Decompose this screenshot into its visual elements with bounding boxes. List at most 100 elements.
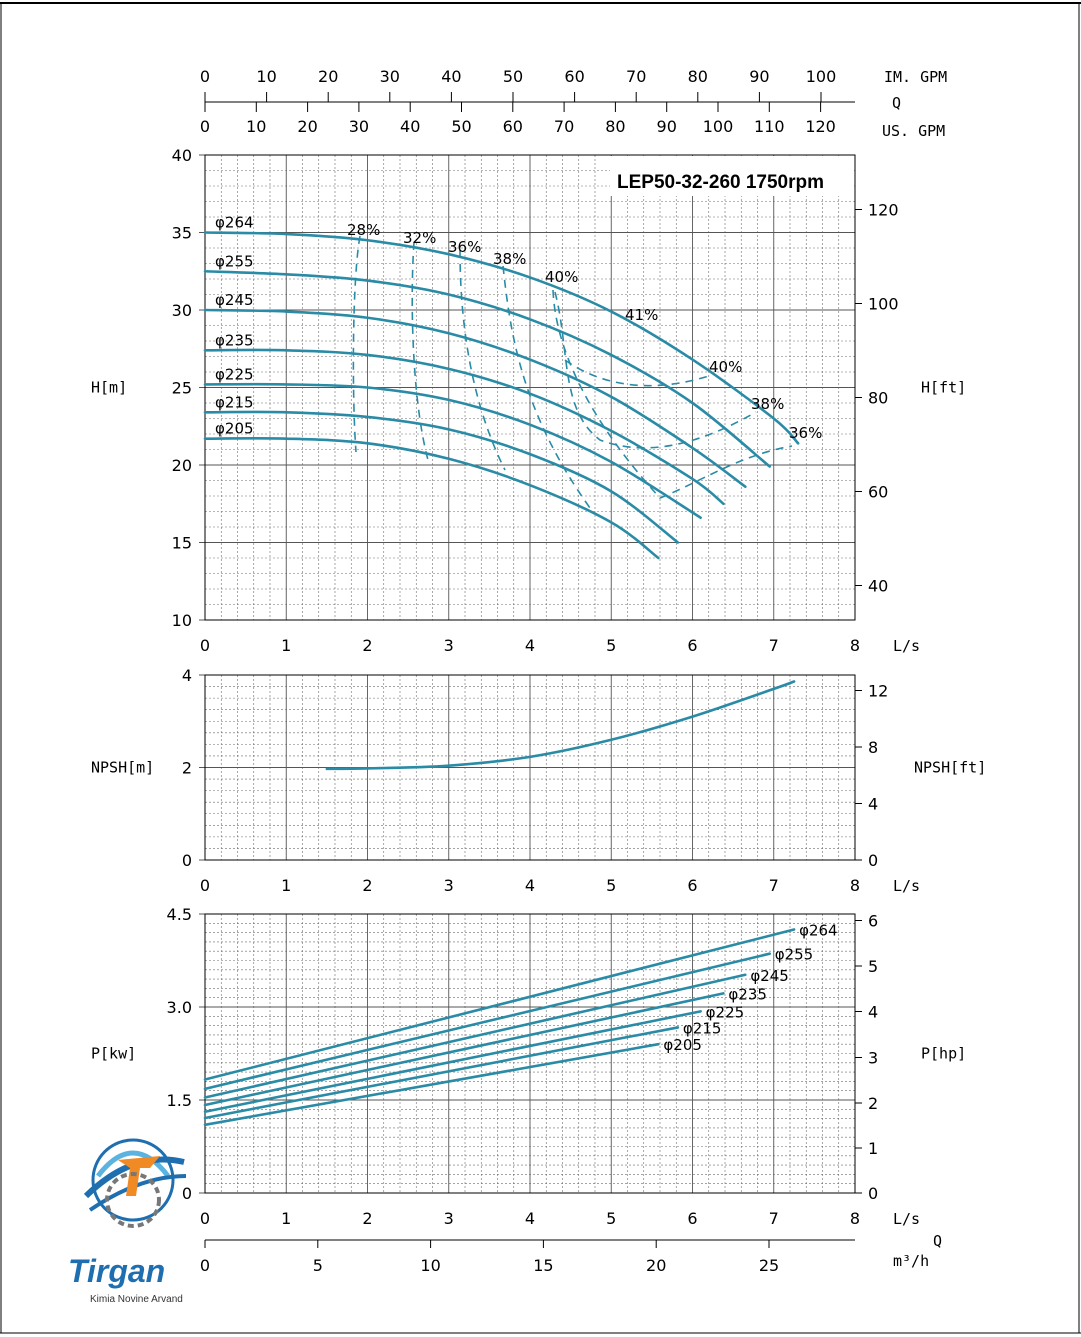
bottom-unit-label: m³/h bbox=[893, 1252, 929, 1270]
efficiency-curve bbox=[352, 235, 361, 453]
series-line bbox=[203, 410, 680, 544]
efficiency-label: 36% bbox=[448, 238, 481, 256]
series-line bbox=[203, 269, 771, 468]
logo-name: Tirgan bbox=[68, 1253, 165, 1289]
x-tick-label: 3 bbox=[444, 1209, 454, 1228]
bottom-q-label: Q bbox=[933, 1232, 942, 1250]
y2-axis-label: P[hp] bbox=[921, 1045, 966, 1063]
y-axis-label: H[m] bbox=[91, 379, 127, 397]
x-tick-label: 7 bbox=[769, 1209, 779, 1228]
x-tick-label: 2 bbox=[362, 876, 372, 895]
series-label: φ255 bbox=[775, 946, 814, 964]
y2-tick-label: 3 bbox=[868, 1049, 878, 1068]
m3h-tick-label: 15 bbox=[533, 1256, 553, 1275]
y-tick-label: 35 bbox=[172, 224, 192, 243]
efficiency-label: 38% bbox=[751, 395, 784, 413]
efficiency-label: 36% bbox=[789, 424, 822, 442]
x-tick-label: 3 bbox=[444, 636, 454, 655]
y2-tick-label: 40 bbox=[868, 577, 888, 596]
series-line bbox=[203, 348, 725, 506]
y2-tick-label: 80 bbox=[868, 389, 888, 408]
y2-tick-label: 120 bbox=[868, 201, 899, 220]
y2-tick-label: 60 bbox=[868, 483, 888, 502]
tirgan-logo: Tirgan Kimia Novine Arvand bbox=[68, 1138, 187, 1305]
us-gpm-tick-label: 120 bbox=[805, 117, 836, 136]
x-axis-label: L/s bbox=[893, 637, 920, 655]
series-label: φ235 bbox=[215, 331, 254, 349]
im-gpm-tick-label: 0 bbox=[200, 67, 210, 86]
us-gpm-tick-label: 40 bbox=[400, 117, 420, 136]
x-tick-label: 6 bbox=[687, 636, 697, 655]
series-label: φ225 bbox=[215, 365, 254, 383]
x-tick-label: 1 bbox=[281, 636, 291, 655]
y2-tick-label: 5 bbox=[868, 957, 878, 976]
series-line bbox=[203, 1026, 680, 1120]
y2-tick-label: 2 bbox=[868, 1094, 878, 1113]
efficiency-curve bbox=[564, 359, 713, 387]
m3h-tick-label: 20 bbox=[646, 1256, 666, 1275]
efficiency-label: 40% bbox=[545, 268, 578, 286]
y-tick-label: 30 bbox=[172, 301, 192, 320]
series-label: φ215 bbox=[215, 393, 254, 411]
title-box bbox=[610, 156, 854, 196]
efficiency-curve bbox=[502, 265, 591, 509]
y-tick-label: 20 bbox=[172, 456, 192, 475]
x-axis-label: L/s bbox=[893, 1210, 920, 1228]
y-tick-label: 40 bbox=[172, 146, 192, 165]
efficiency-label: 38% bbox=[493, 250, 526, 268]
us-gpm-tick-label: 60 bbox=[503, 117, 523, 136]
series-line bbox=[203, 973, 747, 1099]
series-line bbox=[203, 231, 800, 445]
y-tick-label: 2 bbox=[182, 759, 192, 778]
y-tick-label: 4 bbox=[182, 666, 192, 685]
x-tick-label: 4 bbox=[525, 636, 535, 655]
im-gpm-tick-label: 20 bbox=[318, 67, 338, 86]
im-gpm-tick-label: 30 bbox=[380, 67, 400, 86]
x-tick-label: 2 bbox=[362, 1209, 372, 1228]
y2-tick-label: 1 bbox=[868, 1139, 878, 1158]
y-tick-label: 1.5 bbox=[167, 1091, 192, 1110]
efficiency-curve bbox=[554, 291, 757, 449]
x-tick-label: 8 bbox=[850, 636, 860, 655]
series-line bbox=[203, 1042, 660, 1127]
y2-axis-label: H[ft] bbox=[921, 379, 966, 397]
m3h-tick-label: 25 bbox=[759, 1256, 779, 1275]
x-tick-label: 6 bbox=[687, 1209, 697, 1228]
im-gpm-tick-label: 60 bbox=[564, 67, 584, 86]
us-gpm-tick-label: 0 bbox=[200, 117, 210, 136]
series-line bbox=[203, 1010, 702, 1114]
y2-tick-label: 12 bbox=[868, 682, 888, 701]
series-line bbox=[203, 308, 747, 488]
x-tick-label: 7 bbox=[769, 876, 779, 895]
im-gpm-tick-label: 90 bbox=[749, 67, 769, 86]
x-tick-label: 1 bbox=[281, 876, 291, 895]
efficiency-label: 40% bbox=[709, 358, 742, 376]
efficiency-label: 28% bbox=[347, 221, 380, 239]
logo-tagline: Kimia Novine Arvand bbox=[90, 1294, 183, 1305]
series-label: φ205 bbox=[663, 1036, 702, 1054]
x-tick-label: 1 bbox=[281, 1209, 291, 1228]
us-gpm-tick-label: 20 bbox=[297, 117, 317, 136]
x-tick-label: 8 bbox=[850, 876, 860, 895]
us-gpm-tick-label: 90 bbox=[657, 117, 677, 136]
x-tick-label: 4 bbox=[525, 1209, 535, 1228]
series-line bbox=[203, 992, 725, 1107]
series-line bbox=[203, 437, 660, 560]
x-tick-label: 7 bbox=[769, 636, 779, 655]
series-line bbox=[203, 928, 796, 1081]
im-gpm-tick-label: 50 bbox=[503, 67, 523, 86]
m3h-tick-label: 10 bbox=[420, 1256, 440, 1275]
y-tick-label: 15 bbox=[172, 534, 192, 553]
us-gpm-tick-label: 100 bbox=[703, 117, 734, 136]
im-gpm-tick-label: 40 bbox=[441, 67, 461, 86]
x-tick-label: 0 bbox=[200, 1209, 210, 1228]
y2-tick-label: 0 bbox=[868, 851, 878, 870]
plot-frame bbox=[204, 674, 856, 861]
series-label: φ264 bbox=[215, 214, 254, 232]
head-panel: 10 15 20 25 30 35 40 40 60 80 100 120 0 1 2 3 4 5 6 7 8 L/s H[… bbox=[91, 146, 966, 655]
us-gpm-tick-label: 30 bbox=[349, 117, 369, 136]
im-gpm-label: IM. GPM bbox=[884, 68, 947, 86]
x-tick-label: 4 bbox=[525, 876, 535, 895]
